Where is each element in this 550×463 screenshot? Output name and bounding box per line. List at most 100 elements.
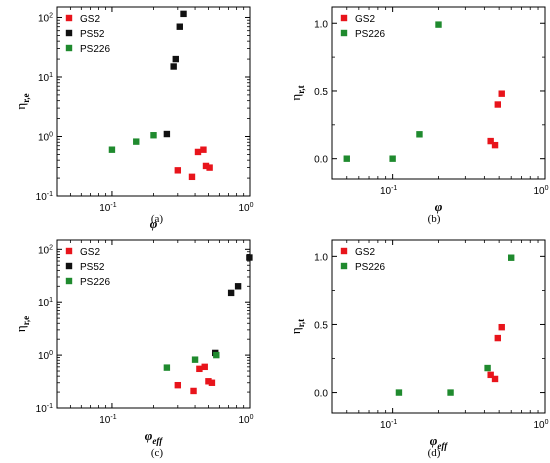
y-tick-label: 10-1 (36, 191, 53, 203)
legend-label-gs2: GS2 (80, 247, 100, 258)
data-point-ps226 (389, 155, 396, 162)
data-point-gs2 (200, 146, 207, 153)
panel-b: 10-1 100 0.0 0.5 1.0 φ ηr,t GS2 PS226 (b) (288, 6, 549, 225)
data-point-ps52 (170, 63, 177, 70)
legend-label-ps226: PS226 (80, 277, 110, 288)
data-point-gs2 (491, 141, 499, 149)
legend-marker-gs2 (340, 247, 348, 255)
legend: GS2 PS52 PS226 (65, 14, 110, 55)
y-tick-label: 0.0 (314, 155, 328, 166)
data-point-ps226 (484, 364, 491, 372)
y-axis-label: ηr,t (288, 319, 306, 334)
x-axis-label: φeff (145, 428, 163, 446)
data-point-ps226 (416, 131, 423, 138)
x-tick-label: 100 (533, 185, 548, 197)
legend-marker-ps52 (65, 29, 73, 37)
legend-marker-ps52 (65, 262, 73, 270)
legend-marker-ps226 (340, 29, 348, 37)
data-point-ps226 (191, 356, 199, 363)
y-tick-label: 101 (38, 297, 53, 309)
legend-label-ps226: PS226 (80, 44, 110, 55)
data-point-gs2 (190, 387, 197, 395)
x-tick-label: 100 (238, 202, 253, 214)
legend-marker-gs2 (65, 247, 73, 255)
data-point-ps52 (227, 289, 235, 297)
data-point-ps52 (246, 254, 253, 261)
x-tick-label: 10-1 (380, 185, 397, 197)
data-point-ps226 (447, 389, 454, 396)
data-point-gs2 (498, 90, 505, 97)
legend-marker-gs2 (65, 14, 73, 22)
data-point-gs2 (208, 379, 216, 386)
panel-caption: (a) (151, 213, 164, 225)
legend-label-ps52: PS52 (80, 29, 105, 40)
legend-marker-ps226 (340, 262, 348, 270)
data-point-ps226 (435, 21, 442, 28)
legend-marker-gs2 (340, 14, 348, 22)
data-point-ps226 (108, 146, 116, 153)
data-point-gs2 (174, 381, 182, 389)
data-point-gs2 (188, 173, 196, 181)
data-point-ps226 (163, 364, 171, 371)
legend: GS2 PS226 (340, 14, 385, 40)
data-point-ps52 (234, 283, 242, 290)
y-axis-label: ηr,t (288, 85, 306, 100)
legend-label-gs2: GS2 (355, 247, 375, 258)
data-point-gs2 (487, 371, 494, 379)
x-tick-label: 10-1 (380, 419, 397, 431)
data-point-ps226 (507, 254, 515, 261)
data-point-ps226 (213, 351, 220, 359)
y-tick-label: 100 (38, 131, 53, 143)
x-tick-label: 100 (533, 419, 548, 431)
data-point-ps52 (176, 23, 183, 30)
data-point-gs2 (201, 363, 208, 371)
data-point-ps52 (180, 10, 187, 18)
legend-marker-ps226 (65, 277, 73, 285)
legend: GS2 PS52 PS226 (65, 247, 110, 288)
panel-caption: (c) (151, 447, 164, 459)
panel-caption: (d) (428, 447, 441, 459)
y-axis-label: ηr,e (13, 93, 31, 109)
data-point-gs2 (491, 375, 499, 383)
data-point-ps226 (150, 132, 157, 139)
y-tick-label: 100 (38, 350, 53, 362)
legend-label-gs2: GS2 (355, 14, 375, 25)
panel-a: 10-1 100 10-1 100 101 102 φ ηr,e GS2 PS52 PS226 (a) (13, 6, 254, 231)
y-tick-label: 10-1 (36, 403, 53, 415)
data-point-gs2 (487, 137, 494, 145)
x-tick-label: 10-1 (99, 202, 116, 214)
data-point-ps226 (343, 155, 350, 162)
data-point-gs2 (196, 365, 203, 373)
legend: GS2 PS226 (340, 247, 385, 273)
panel-d: 10-1 100 0.0 0.5 1.0 φeff ηr,t GS2 PS226 (d) (288, 239, 549, 459)
y-axis-label: ηr,e (13, 316, 31, 332)
x-axis-label: φeff (430, 433, 448, 451)
data-point-gs2 (202, 162, 210, 170)
y-tick-label: 102 (38, 244, 53, 256)
data-point-gs2 (498, 323, 505, 331)
data-point-gs2 (494, 334, 501, 342)
legend-marker-ps226 (65, 44, 73, 52)
y-tick-label: 1.0 (314, 252, 328, 263)
legend-label-ps226: PS226 (355, 262, 385, 273)
data-point-ps226 (133, 138, 140, 145)
legend-label-ps226: PS226 (355, 29, 385, 40)
legend-label-gs2: GS2 (80, 14, 100, 25)
y-tick-label: 0.0 (314, 389, 328, 400)
panel-c: 10-1 100 10-1 100 101 102 φeff ηr,e GS2 PS52 PS226… (13, 239, 254, 459)
panel-caption: (b) (428, 213, 441, 225)
x-axis-label: φ (150, 216, 158, 231)
x-axis-label: φ (435, 199, 443, 214)
data-point-gs2 (206, 164, 213, 171)
y-tick-label: 101 (38, 72, 53, 84)
data-point-ps52 (163, 130, 171, 138)
legend-label-ps52: PS52 (80, 262, 105, 273)
x-tick-label: 100 (238, 414, 253, 426)
data-point-gs2 (494, 101, 501, 108)
y-tick-label: 102 (38, 12, 53, 24)
y-tick-label: 0.5 (314, 87, 328, 98)
data-point-ps52 (172, 55, 179, 63)
data-point-gs2 (205, 378, 212, 385)
data-point-gs2 (174, 167, 182, 174)
